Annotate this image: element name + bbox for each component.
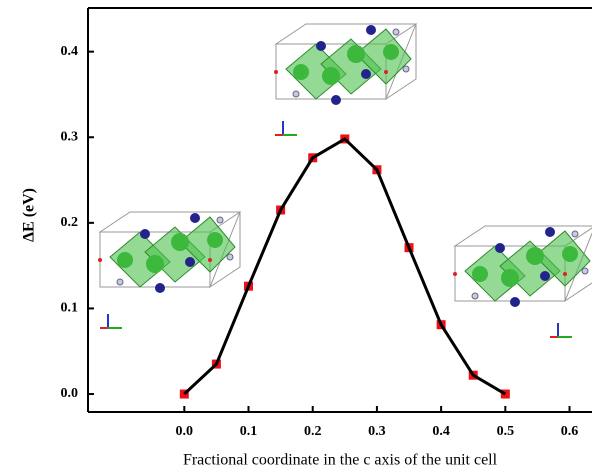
axis-triad <box>274 120 298 136</box>
axes: 0.0 0.1 0.2 0.3 0.4 0.0 0.1 0.2 0.3 0.4 0.5 0.6 <box>61 44 579 439</box>
x-tick-label: 0.1 <box>240 424 258 439</box>
x-tick-label: 0.6 <box>561 424 579 439</box>
axis-triad <box>549 322 573 338</box>
y-tick-label: 0.1 <box>61 301 79 316</box>
data-line <box>183 137 507 396</box>
y-tick-label: 0.0 <box>61 386 79 401</box>
x-tick-label: 0.4 <box>432 424 450 439</box>
x-axis-title: Fractional coordinate in the c axis of t… <box>183 452 498 469</box>
y-tick-label: 0.2 <box>61 215 79 230</box>
structure-illustration <box>273 23 417 106</box>
x-tick-label: 0.5 <box>497 424 515 439</box>
y-tick-label: 0.3 <box>61 129 79 144</box>
x-tick-label: 0.2 <box>304 424 322 439</box>
structure-illustration <box>452 225 592 308</box>
y-tick-label: 0.4 <box>61 44 79 59</box>
x-tick-label: 0.3 <box>368 424 386 439</box>
x-tick-label: 0.0 <box>176 424 194 439</box>
plot-frame <box>87 7 592 413</box>
structure-illustration <box>97 211 241 294</box>
axis-triad <box>99 313 123 329</box>
y-axis-title: ΔE (eV) <box>21 188 38 242</box>
